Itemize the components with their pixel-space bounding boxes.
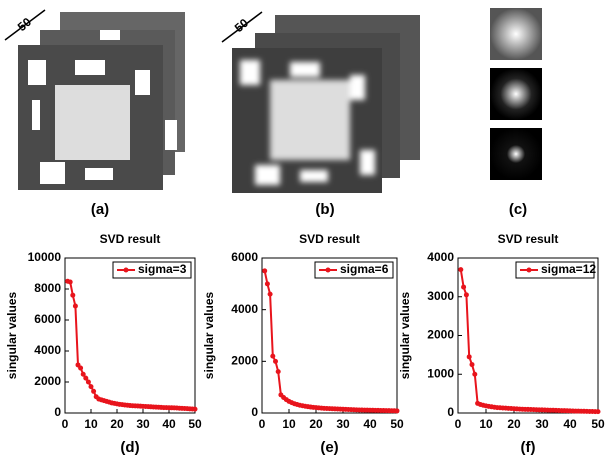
panel-label: (b) xyxy=(315,201,334,218)
data-line xyxy=(263,270,398,412)
x-tick-label: 20 xyxy=(309,417,323,431)
kernel-image xyxy=(490,128,542,180)
data-point xyxy=(192,406,198,412)
legend-marker xyxy=(325,267,331,273)
data-point xyxy=(264,281,270,287)
data-point xyxy=(88,384,94,390)
data-point xyxy=(270,353,276,359)
panel-label: (c) xyxy=(509,201,527,218)
kernel-image xyxy=(490,8,542,60)
y-tick-label: 0 xyxy=(54,405,61,419)
y-tick-label: 4000 xyxy=(34,343,61,357)
x-tick-label: 40 xyxy=(162,417,176,431)
x-tick-label: 40 xyxy=(563,417,577,431)
panel-label: (f) xyxy=(521,439,536,456)
data-point xyxy=(70,292,76,298)
data-point xyxy=(275,369,281,375)
y-axis-label: singular values xyxy=(202,291,216,379)
data-point xyxy=(394,408,400,414)
data-point xyxy=(72,303,78,309)
kernel-image xyxy=(490,68,542,120)
chart-title: SVD result xyxy=(498,232,559,246)
legend-box xyxy=(314,261,394,279)
y-tick-label: 6000 xyxy=(34,312,61,326)
plot-frame xyxy=(457,257,599,414)
x-tick-label: 50 xyxy=(390,417,404,431)
data-point xyxy=(262,268,268,274)
legend-label: sigma=12 xyxy=(541,262,596,276)
x-tick-label: 10 xyxy=(84,417,98,431)
image-stack-a xyxy=(4,9,185,190)
data-point xyxy=(595,409,601,415)
y-tick-label: 3000 xyxy=(427,289,454,303)
x-tick-label: 20 xyxy=(507,417,521,431)
chart-title: SVD result xyxy=(100,232,161,246)
x-tick-label: 0 xyxy=(455,417,462,431)
x-tick-label: 50 xyxy=(188,417,202,431)
data-point xyxy=(472,371,478,377)
x-tick-label: 50 xyxy=(591,417,605,431)
y-tick-label: 2000 xyxy=(34,374,61,388)
x-tick-label: 10 xyxy=(282,417,296,431)
data-point xyxy=(67,279,73,285)
legend-label: sigma=3 xyxy=(138,262,187,276)
x-tick-label: 30 xyxy=(136,417,150,431)
panel-label: (a) xyxy=(91,201,109,218)
data-point xyxy=(469,362,475,368)
legend-box xyxy=(515,261,595,279)
data-line xyxy=(67,280,196,411)
panel-label: (e) xyxy=(320,439,338,456)
data-point xyxy=(463,292,469,298)
data-point xyxy=(466,354,472,360)
y-tick-label: 6000 xyxy=(231,250,258,264)
panel-label: (d) xyxy=(120,439,139,456)
data-line xyxy=(459,269,599,413)
y-axis-label: singular values xyxy=(5,291,19,379)
plot-frame xyxy=(64,257,196,414)
chart-title: SVD result xyxy=(299,232,360,246)
x-tick-label: 0 xyxy=(259,417,266,431)
y-tick-label: 2000 xyxy=(231,354,258,368)
data-point xyxy=(458,267,464,273)
y-axis-label: singular values xyxy=(398,291,412,379)
legend-marker xyxy=(526,267,532,273)
y-tick-label: 8000 xyxy=(34,281,61,295)
y-tick-label: 4000 xyxy=(231,302,258,316)
legend-box xyxy=(112,261,192,279)
legend-marker xyxy=(123,267,129,273)
data-point xyxy=(273,358,278,364)
x-tick-label: 20 xyxy=(110,417,124,431)
data-point xyxy=(91,388,97,394)
y-tick-label: 0 xyxy=(447,405,454,419)
x-tick-label: 0 xyxy=(62,417,69,431)
x-tick-label: 30 xyxy=(535,417,549,431)
x-tick-label: 10 xyxy=(479,417,493,431)
y-tick-label: 2000 xyxy=(427,328,454,342)
data-point xyxy=(78,365,84,371)
data-point xyxy=(267,291,273,297)
y-tick-label: 10000 xyxy=(28,250,62,264)
x-tick-label: 40 xyxy=(363,417,377,431)
data-point xyxy=(85,379,91,385)
data-point xyxy=(83,375,89,381)
y-tick-label: 4000 xyxy=(427,250,454,264)
y-tick-label: 1000 xyxy=(427,366,454,380)
x-tick-label: 30 xyxy=(336,417,350,431)
image-stack-b xyxy=(221,11,420,193)
plot-frame xyxy=(261,257,398,414)
data-point xyxy=(80,371,86,377)
data-point xyxy=(461,284,467,290)
y-tick-label: 0 xyxy=(251,405,258,419)
legend-label: sigma=6 xyxy=(340,262,389,276)
